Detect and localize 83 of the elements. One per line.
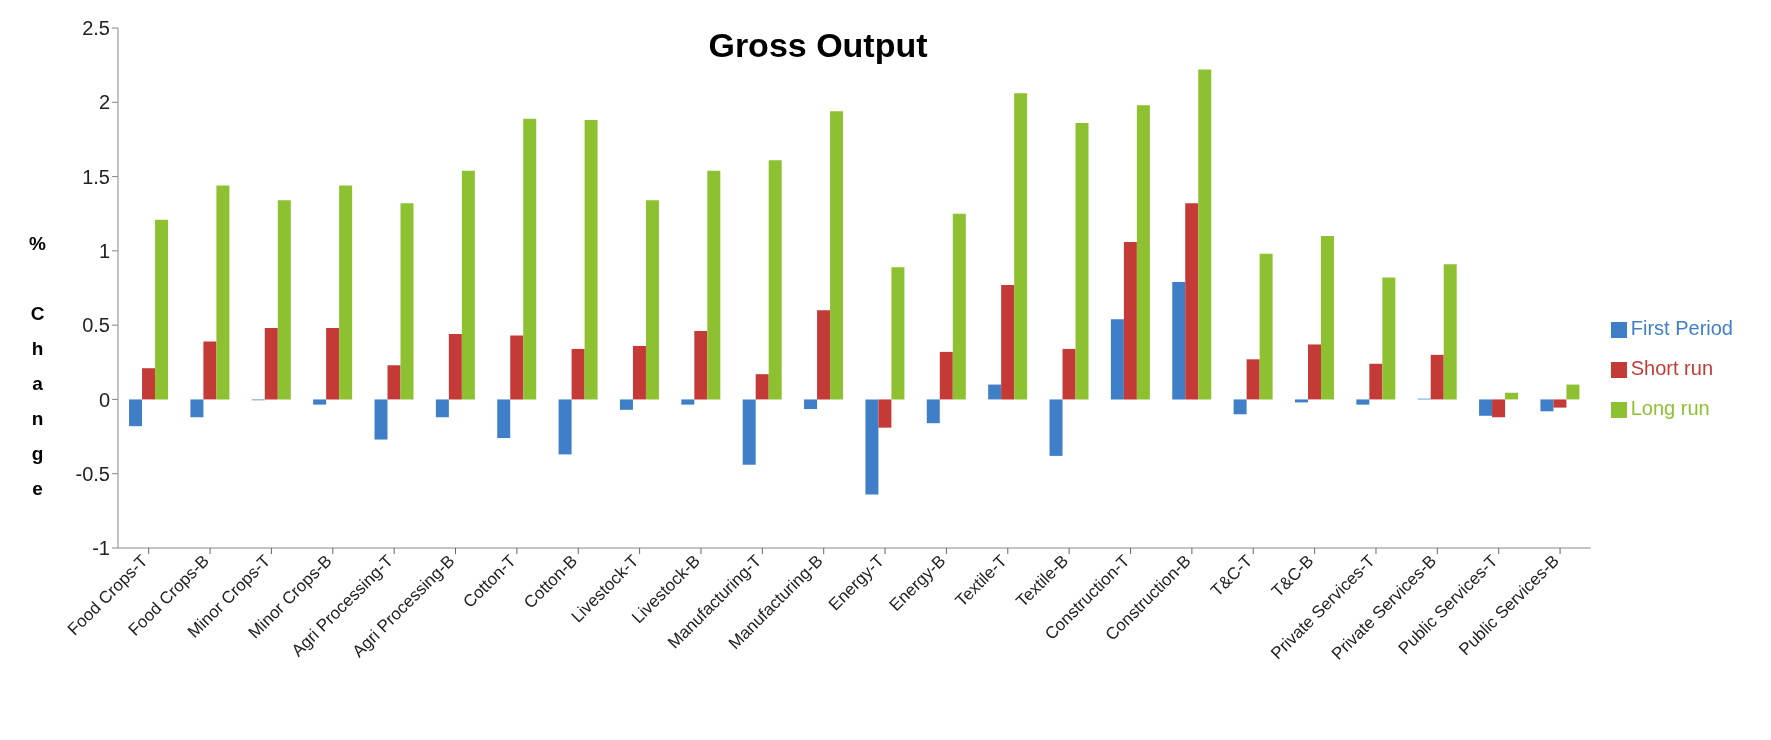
bar — [952, 213, 966, 400]
bar — [435, 399, 449, 418]
y-tick-label: 2 — [98, 91, 110, 114]
bar — [216, 185, 230, 400]
bar — [1110, 319, 1124, 400]
bar — [1553, 399, 1567, 408]
bar — [1356, 399, 1370, 405]
bar — [339, 185, 353, 400]
bar — [804, 399, 818, 410]
bar — [1049, 399, 1063, 456]
bar — [1123, 241, 1137, 400]
bar — [939, 351, 953, 400]
bar — [142, 368, 156, 400]
bar — [1369, 363, 1383, 400]
bar — [988, 384, 1002, 400]
chart-title: Gross Output — [707, 26, 929, 65]
bar — [1382, 277, 1396, 400]
bar — [277, 200, 291, 400]
bar — [768, 160, 782, 400]
bar — [1294, 399, 1308, 403]
bar — [584, 120, 598, 400]
bar — [497, 399, 511, 439]
bar — [707, 170, 721, 400]
bar — [1233, 399, 1247, 415]
bar — [865, 399, 879, 495]
bar — [1136, 105, 1150, 400]
bar — [1198, 69, 1212, 400]
y-tick-label: 2.5 — [82, 17, 110, 40]
bar — [1062, 348, 1076, 400]
y-tick-label: 0.5 — [82, 314, 110, 337]
bar — [1443, 264, 1457, 400]
legend-label: Short run — [1630, 357, 1714, 379]
bar — [755, 374, 769, 400]
y-tick-label: 1.5 — [82, 165, 110, 188]
bar — [1566, 384, 1580, 400]
bar — [694, 331, 708, 400]
bar — [681, 399, 695, 405]
bar — [1505, 392, 1519, 400]
bar — [1259, 253, 1273, 400]
bar — [1185, 203, 1199, 400]
bar — [1246, 359, 1260, 400]
y-tick-label: 0 — [98, 388, 110, 411]
legend-label: First Period — [1630, 317, 1733, 339]
bar — [510, 335, 524, 400]
bar — [878, 399, 892, 428]
bar — [1492, 399, 1506, 418]
bar — [190, 399, 204, 418]
legend-label: Long run — [1630, 397, 1710, 419]
bar — [129, 399, 143, 427]
bar — [1430, 354, 1444, 400]
bar — [1075, 123, 1089, 400]
bar — [632, 345, 646, 400]
bar — [374, 399, 388, 440]
bar — [619, 399, 633, 410]
bar — [326, 328, 340, 400]
bar — [1479, 399, 1493, 416]
y-axis-title: % Change — [26, 233, 48, 513]
bar — [461, 170, 475, 400]
bar — [448, 334, 462, 400]
bar — [926, 399, 940, 424]
bar — [1307, 344, 1321, 400]
bar — [264, 328, 278, 400]
bar — [645, 200, 659, 400]
bar — [313, 399, 327, 405]
bar — [742, 399, 756, 465]
bar — [1172, 282, 1186, 400]
bar — [571, 348, 585, 400]
bar — [1014, 93, 1028, 400]
y-tick-label: 1 — [98, 239, 110, 262]
bar — [155, 219, 169, 400]
bar — [558, 399, 572, 455]
bar — [203, 341, 217, 400]
bar — [891, 267, 905, 400]
y-tick-label: -1 — [92, 537, 110, 560]
bar — [400, 203, 414, 400]
bar — [1320, 236, 1334, 400]
bar — [387, 365, 401, 400]
y-tick-label: -0.5 — [75, 462, 110, 485]
bar — [817, 310, 831, 400]
bar — [1540, 399, 1554, 412]
bar — [830, 111, 844, 400]
bar — [1001, 285, 1015, 400]
bar — [523, 118, 537, 400]
